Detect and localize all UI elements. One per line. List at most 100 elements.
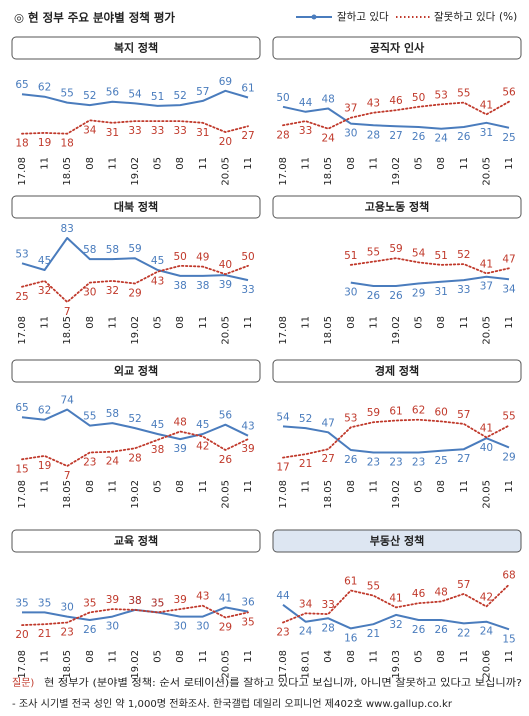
data-label: 74 xyxy=(61,395,75,407)
data-label: 31 xyxy=(106,127,119,139)
data-label: 42 xyxy=(480,592,493,604)
data-label: 60 xyxy=(435,406,448,418)
x-tick-label: 18.01 xyxy=(301,650,312,679)
x-tick-label: 11 xyxy=(368,316,379,329)
data-label: 26 xyxy=(367,290,381,302)
x-tick-label: 11 xyxy=(40,157,51,170)
legend: 잘하고 있다 잘못하고 있다 (%) xyxy=(296,10,517,23)
panel-header xyxy=(11,359,261,383)
x-tick-label: 11 xyxy=(198,650,209,663)
data-label: 34 xyxy=(83,124,97,136)
x-tick-label: 11 xyxy=(459,157,470,170)
x-tick-label: 20.05 xyxy=(481,480,492,509)
x-tick-label: 11 xyxy=(301,157,312,170)
data-label: 23 xyxy=(276,627,289,639)
x-tick-label: 20.05 xyxy=(220,650,231,679)
x-tick-label: 17.08 xyxy=(278,157,289,186)
x-tick-label: 11 xyxy=(40,316,51,329)
data-label: 16 xyxy=(344,632,358,644)
data-label: 58 xyxy=(83,244,96,256)
series-line xyxy=(21,89,249,107)
panel-header xyxy=(272,36,522,60)
data-label: 37 xyxy=(480,281,493,293)
data-label: 17 xyxy=(276,462,289,474)
x-tick-label: 20.05 xyxy=(220,316,231,345)
data-label: 65 xyxy=(15,79,28,91)
question-label: 질문) xyxy=(12,677,34,689)
data-label: 41 xyxy=(480,422,493,434)
data-label: 38 xyxy=(128,595,141,607)
data-label: 37 xyxy=(344,103,357,115)
data-label: 30 xyxy=(344,287,357,299)
data-label: 34 xyxy=(299,598,313,610)
legend-marker xyxy=(311,14,317,20)
data-label: 83 xyxy=(61,223,74,235)
x-tick-label: 05 xyxy=(153,480,164,493)
x-tick-label: 05 xyxy=(414,157,425,170)
data-label: 53 xyxy=(15,248,28,260)
data-label: 56 xyxy=(219,410,233,422)
x-tick-label: 17.08 xyxy=(278,316,289,345)
data-label: 50 xyxy=(276,92,289,104)
x-tick-label: 08 xyxy=(436,316,447,329)
x-tick-label: 11 xyxy=(107,316,118,329)
series-line xyxy=(21,119,249,135)
data-label: 33 xyxy=(241,284,254,296)
x-tick-label: 19.02 xyxy=(391,157,402,186)
footer: 질문) 현 정부가 (분야별 정책: 순서 로테이션)를 잘하고 있다고 보십니… xyxy=(12,676,522,710)
series-line xyxy=(21,264,249,303)
data-label: 32 xyxy=(389,619,402,631)
data-label: 46 xyxy=(412,588,426,600)
data-label: 55 xyxy=(457,88,470,100)
series-line xyxy=(282,583,510,624)
data-label: 24 xyxy=(435,133,449,145)
x-tick-label: 05 xyxy=(414,480,425,493)
data-label: 23 xyxy=(367,457,380,469)
panel: 교육 정책 17.08 11 18.05 08 11 19.02 05 08 11 20.05 11 3… xyxy=(11,529,261,679)
x-tick-label: 11 xyxy=(301,316,312,329)
data-label: 26 xyxy=(83,624,97,636)
x-tick-label: 17.08 xyxy=(17,650,28,679)
data-label: 56 xyxy=(106,87,120,99)
data-label: 52 xyxy=(299,413,312,425)
data-label: 58 xyxy=(106,408,119,420)
data-label: 40 xyxy=(480,442,493,454)
data-label: 33 xyxy=(174,125,187,137)
data-label: 54 xyxy=(128,88,142,100)
panel-title: 경제 정책 xyxy=(375,364,419,378)
panel-header xyxy=(272,359,522,383)
x-tick-label: 17.08 xyxy=(17,316,28,345)
x-tick-label: 18.05 xyxy=(62,316,73,345)
data-label: 61 xyxy=(241,83,254,95)
data-label: 23 xyxy=(61,627,74,639)
data-label: 51 xyxy=(435,250,448,262)
x-tick-label: 18.05 xyxy=(62,157,73,186)
x-tick-label: 11 xyxy=(107,650,118,663)
x-tick-label: 19.02 xyxy=(130,650,141,679)
data-label: 24 xyxy=(299,626,313,638)
data-label: 41 xyxy=(389,592,402,604)
series-line xyxy=(282,105,510,130)
data-label: 61 xyxy=(389,406,402,418)
panel-header xyxy=(272,195,522,219)
data-label: 36 xyxy=(241,597,255,609)
data-label: 30 xyxy=(196,621,209,633)
question: 현 정부가 (분야별 정책: 순서 로테이션)를 잘하고 있다고 보십니까, 아… xyxy=(44,676,522,689)
data-label: 52 xyxy=(174,90,187,102)
data-label: 53 xyxy=(435,89,448,101)
x-tick-label: 11 xyxy=(40,650,51,663)
data-label: 32 xyxy=(106,285,119,297)
panel: 외교 정책 17.08 11 18.05 08 11 19.02 05 08 11 20.05 11 6… xyxy=(11,359,261,509)
data-label: 41 xyxy=(480,258,493,270)
data-label: 19 xyxy=(38,460,51,472)
data-label: 33 xyxy=(457,284,470,296)
data-label: 59 xyxy=(389,243,402,255)
x-tick-label: 08 xyxy=(175,480,186,493)
data-label: 69 xyxy=(219,76,232,88)
data-label: 41 xyxy=(480,99,493,111)
data-label: 35 xyxy=(241,616,254,628)
data-label: 26 xyxy=(412,131,426,143)
series-line xyxy=(350,275,510,287)
data-label: 24 xyxy=(480,626,494,638)
data-label: 26 xyxy=(412,624,426,636)
